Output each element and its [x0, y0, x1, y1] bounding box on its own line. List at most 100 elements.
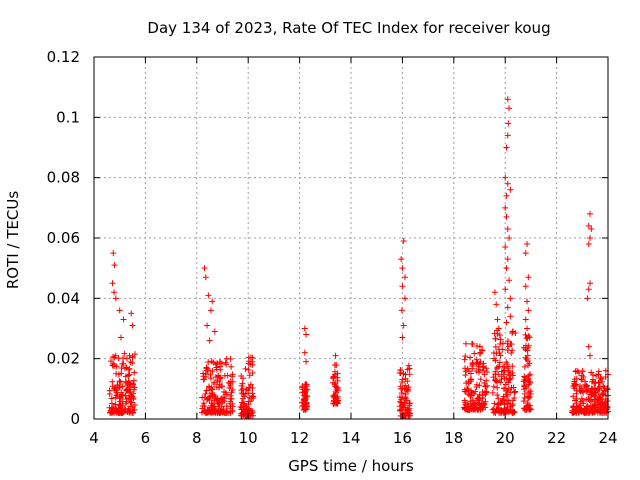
data-point: [468, 402, 475, 409]
data-point: [596, 409, 603, 416]
data-point: [303, 399, 310, 406]
data-point: [245, 358, 252, 365]
data-point: [495, 395, 502, 402]
data-point: [499, 346, 506, 353]
data-point: [462, 353, 469, 360]
data-point: [585, 222, 592, 229]
data-point: [209, 298, 216, 305]
data-point: [122, 373, 129, 380]
data-point: [111, 262, 118, 269]
data-point: [209, 400, 216, 407]
data-point: [504, 400, 511, 407]
data-point: [494, 407, 501, 414]
data-point: [482, 389, 489, 396]
data-point: [202, 274, 209, 281]
data-point: [404, 378, 411, 385]
data-point: [503, 144, 510, 151]
data-point: [523, 356, 530, 363]
data-point: [591, 397, 598, 404]
data-point: [116, 307, 123, 314]
data-point: [504, 132, 511, 139]
data-point: [127, 403, 134, 410]
data-point: [119, 360, 126, 367]
data-point: [126, 381, 133, 388]
data-point: [501, 363, 508, 370]
data-point: [302, 403, 309, 410]
y-tick-label: 0.02: [47, 350, 80, 368]
data-point: [593, 372, 600, 379]
x-tick-labels: 4 6 8 10 12 14 16 18 20 22 24: [89, 429, 617, 447]
data-point: [106, 404, 113, 411]
data-point: [497, 399, 504, 406]
data-point: [228, 396, 235, 403]
x-tick-label: 12: [290, 429, 309, 447]
data-point: [118, 370, 125, 377]
data-point: [200, 400, 207, 407]
data-point: [526, 379, 533, 386]
data-point: [229, 373, 236, 380]
data-point: [130, 396, 137, 403]
data-point: [525, 307, 532, 314]
data-point: [126, 390, 133, 397]
data-point: [200, 370, 207, 377]
data-point: [522, 378, 529, 385]
data-point: [205, 292, 212, 299]
data-point: [604, 406, 611, 413]
data-point: [585, 241, 592, 248]
data-point: [402, 382, 409, 389]
data-point: [116, 378, 123, 385]
data-point: [399, 265, 406, 272]
data-point: [492, 368, 499, 375]
data-point: [505, 367, 512, 374]
data-point: [591, 385, 598, 392]
data-point: [509, 347, 516, 354]
data-point: [493, 301, 500, 308]
data-point: [506, 235, 513, 241]
data-point: [128, 310, 135, 317]
data-point: [205, 367, 212, 374]
data-point: [229, 386, 236, 393]
data-point: [511, 389, 518, 396]
data-point: [585, 343, 592, 350]
data-point: [123, 386, 130, 393]
data-point: [238, 406, 245, 413]
data-point: [588, 391, 595, 398]
data-point: [570, 403, 577, 410]
data-point: [492, 335, 499, 342]
data-point: [237, 403, 244, 410]
data-point: [507, 186, 514, 193]
data-point: [503, 265, 510, 272]
data-point: [482, 404, 489, 411]
data-point: [473, 368, 480, 375]
data-point: [500, 396, 507, 403]
data-point: [527, 388, 534, 395]
data-point: [576, 383, 583, 390]
data-point: [475, 369, 482, 376]
data-point: [119, 408, 126, 415]
data-point: [582, 381, 589, 388]
data-point: [482, 383, 489, 390]
data-point: [407, 400, 414, 407]
data-point: [117, 334, 124, 341]
data-point: [216, 381, 223, 388]
data-point: [222, 409, 229, 416]
data-point: [490, 409, 497, 416]
data-point: [221, 372, 228, 379]
data-point: [475, 395, 482, 402]
data-point: [463, 388, 470, 395]
data-point: [600, 391, 607, 398]
data-point: [585, 409, 592, 416]
data-point: [512, 388, 519, 395]
data-point: [130, 377, 137, 384]
data-point: [209, 402, 216, 409]
data-point: [131, 402, 138, 409]
data-point: [494, 384, 501, 391]
x-tick-label: 16: [393, 429, 412, 447]
data-point: [333, 386, 340, 393]
data-point: [399, 378, 406, 385]
data-point: [522, 250, 529, 257]
data-point: [212, 361, 219, 368]
data-point: [525, 342, 532, 349]
data-point: [598, 375, 605, 382]
x-tick-label: 6: [141, 429, 151, 447]
